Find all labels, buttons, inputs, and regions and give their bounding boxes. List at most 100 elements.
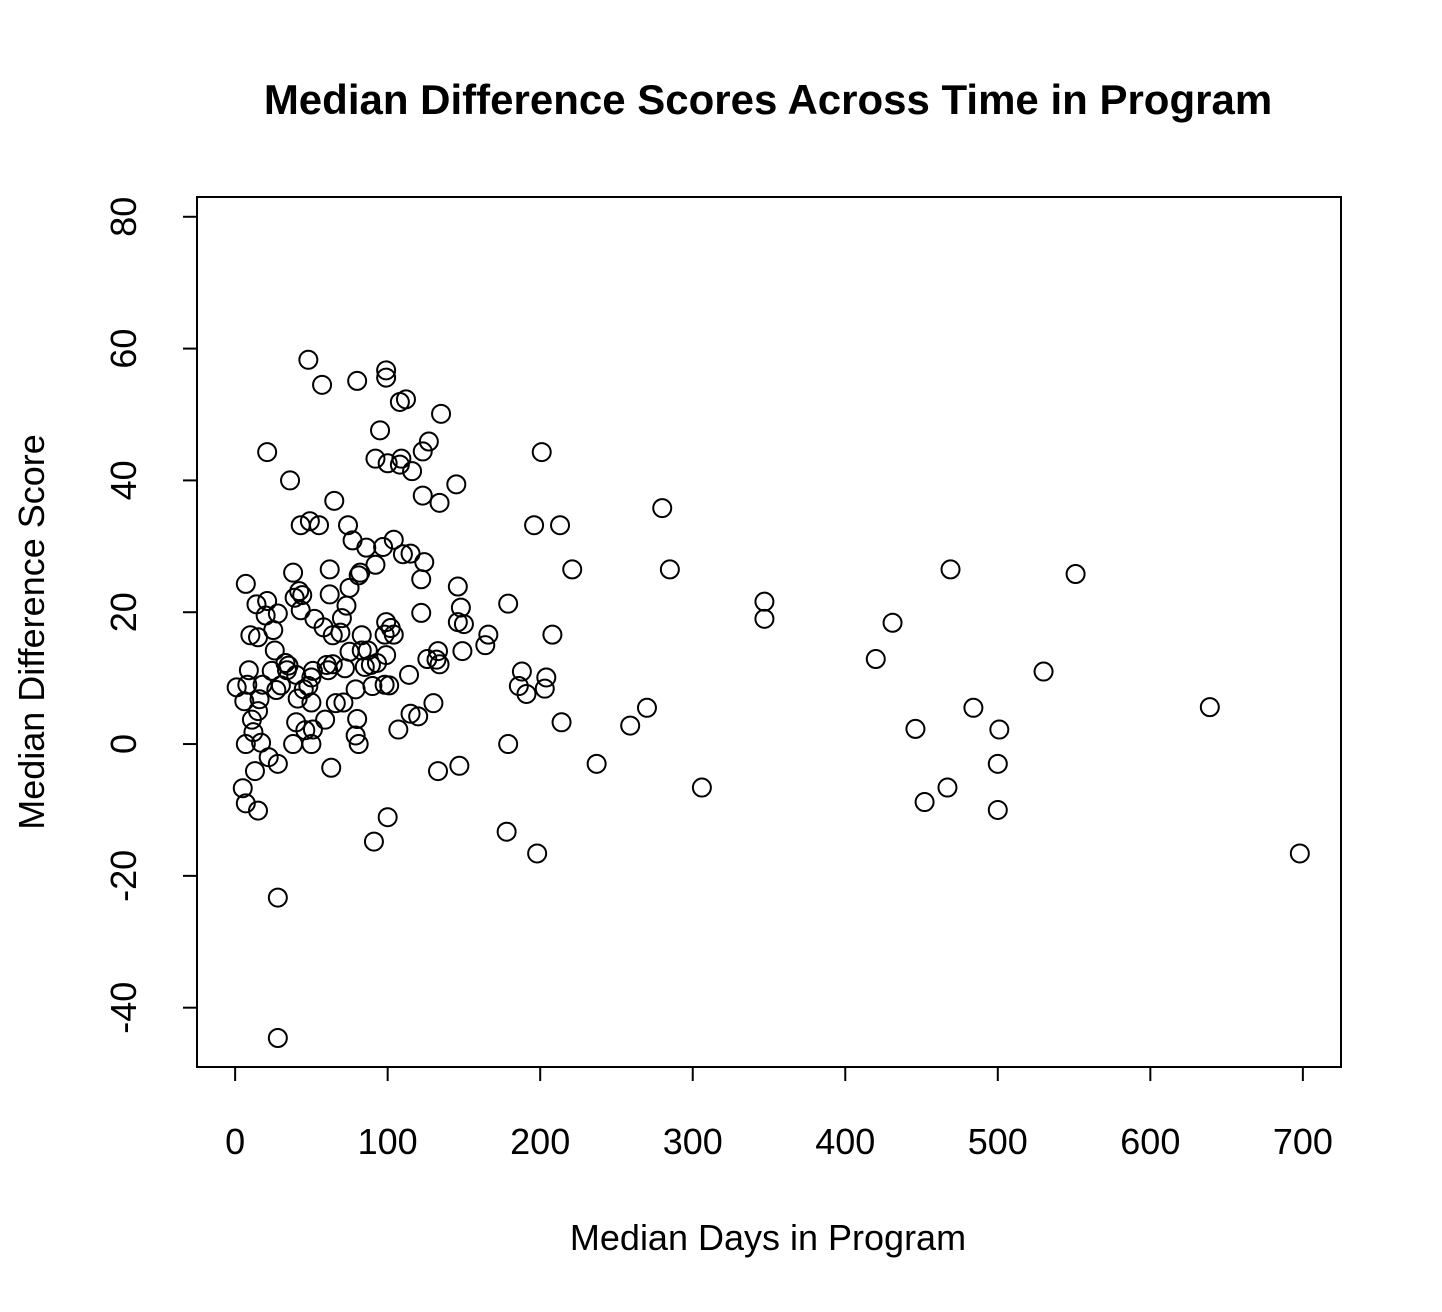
data-point bbox=[496, 821, 517, 842]
data-point bbox=[429, 492, 450, 513]
data-point bbox=[237, 674, 258, 695]
data-point bbox=[350, 562, 371, 583]
data-point bbox=[447, 576, 468, 597]
x-tick-label: 0 bbox=[225, 1121, 245, 1162]
data-point bbox=[534, 678, 555, 699]
data-point bbox=[562, 559, 583, 580]
data-point bbox=[315, 709, 336, 730]
data-point bbox=[240, 625, 261, 646]
data-point bbox=[267, 753, 288, 774]
data-point bbox=[418, 431, 439, 452]
data-point bbox=[383, 624, 404, 645]
data-point bbox=[937, 777, 958, 798]
data-point bbox=[248, 701, 269, 722]
x-axis: 0 100 200 300 400 500 600 700 bbox=[225, 1066, 1333, 1162]
data-point bbox=[298, 349, 319, 370]
data-point bbox=[348, 565, 369, 586]
chart-title: Median Difference Scores Across Time in … bbox=[264, 76, 1272, 123]
data-point bbox=[586, 753, 607, 774]
data-point bbox=[516, 683, 537, 704]
data-point bbox=[527, 843, 548, 864]
data-point bbox=[283, 562, 304, 583]
data-point bbox=[498, 734, 519, 755]
y-tick-label: 20 bbox=[103, 592, 144, 632]
data-point bbox=[388, 719, 409, 740]
data-point bbox=[428, 761, 449, 782]
data-point bbox=[550, 515, 571, 536]
data-point bbox=[348, 734, 369, 755]
data-point bbox=[267, 603, 288, 624]
x-tick-label: 300 bbox=[663, 1121, 723, 1162]
data-point bbox=[446, 474, 467, 495]
data-point bbox=[379, 675, 400, 696]
data-point bbox=[691, 777, 712, 798]
data-point bbox=[989, 719, 1010, 740]
y-tick-label: 0 bbox=[103, 734, 144, 754]
data-point bbox=[428, 641, 449, 662]
data-point bbox=[987, 753, 1008, 774]
data-point bbox=[248, 800, 269, 821]
data-point bbox=[238, 660, 259, 681]
data-point bbox=[754, 608, 775, 629]
x-tick-label: 600 bbox=[1120, 1121, 1180, 1162]
y-tick-label: 40 bbox=[103, 460, 144, 500]
data-point bbox=[1199, 697, 1220, 718]
data-point bbox=[531, 442, 552, 463]
data-point bbox=[551, 712, 572, 733]
data-point bbox=[267, 1028, 288, 1048]
x-tick-label: 700 bbox=[1273, 1121, 1333, 1162]
y-tick-label: -20 bbox=[103, 850, 144, 902]
data-point bbox=[1289, 843, 1310, 864]
y-tick-label: 60 bbox=[103, 329, 144, 369]
data-point bbox=[914, 792, 935, 813]
data-point bbox=[882, 612, 903, 633]
data-point bbox=[475, 635, 496, 656]
data-point bbox=[331, 608, 352, 629]
data-point bbox=[257, 442, 278, 463]
data-point bbox=[232, 778, 253, 799]
data-point bbox=[235, 573, 256, 594]
data-point bbox=[266, 680, 287, 700]
data-point bbox=[905, 718, 926, 739]
data-point bbox=[659, 559, 680, 580]
data-point bbox=[246, 594, 267, 615]
data-point bbox=[338, 515, 359, 536]
data-point bbox=[324, 490, 345, 511]
data-point bbox=[319, 584, 340, 605]
data-point bbox=[636, 697, 657, 718]
data-point bbox=[345, 725, 366, 746]
x-tick-label: 100 bbox=[358, 1121, 418, 1162]
data-point bbox=[374, 624, 395, 645]
data-point bbox=[383, 529, 404, 550]
data-point bbox=[391, 448, 412, 469]
data-point bbox=[1065, 564, 1086, 584]
data-point bbox=[301, 692, 322, 713]
data-point bbox=[336, 595, 357, 616]
data-point bbox=[347, 370, 368, 391]
data-point bbox=[334, 658, 355, 679]
data-point bbox=[411, 602, 432, 623]
data-point bbox=[412, 485, 433, 506]
data-point bbox=[402, 461, 423, 482]
data-point bbox=[411, 569, 432, 590]
data-point bbox=[395, 389, 416, 410]
data-point bbox=[453, 614, 474, 635]
data-point bbox=[365, 448, 386, 469]
data-point bbox=[244, 761, 265, 782]
data-point bbox=[263, 620, 284, 641]
data-point bbox=[333, 692, 354, 713]
data-point bbox=[302, 719, 323, 740]
data-point bbox=[356, 537, 377, 558]
data-point bbox=[363, 831, 384, 852]
data-point bbox=[325, 693, 346, 714]
data-point bbox=[292, 585, 313, 606]
data-point bbox=[940, 559, 961, 580]
data-point bbox=[235, 793, 256, 814]
data-point bbox=[414, 552, 435, 573]
data-point bbox=[963, 697, 984, 718]
data-point bbox=[275, 652, 296, 673]
data-point bbox=[542, 624, 563, 645]
data-point bbox=[431, 403, 452, 424]
data-point bbox=[322, 654, 343, 675]
y-axis-label: Median Difference Score bbox=[11, 434, 52, 830]
